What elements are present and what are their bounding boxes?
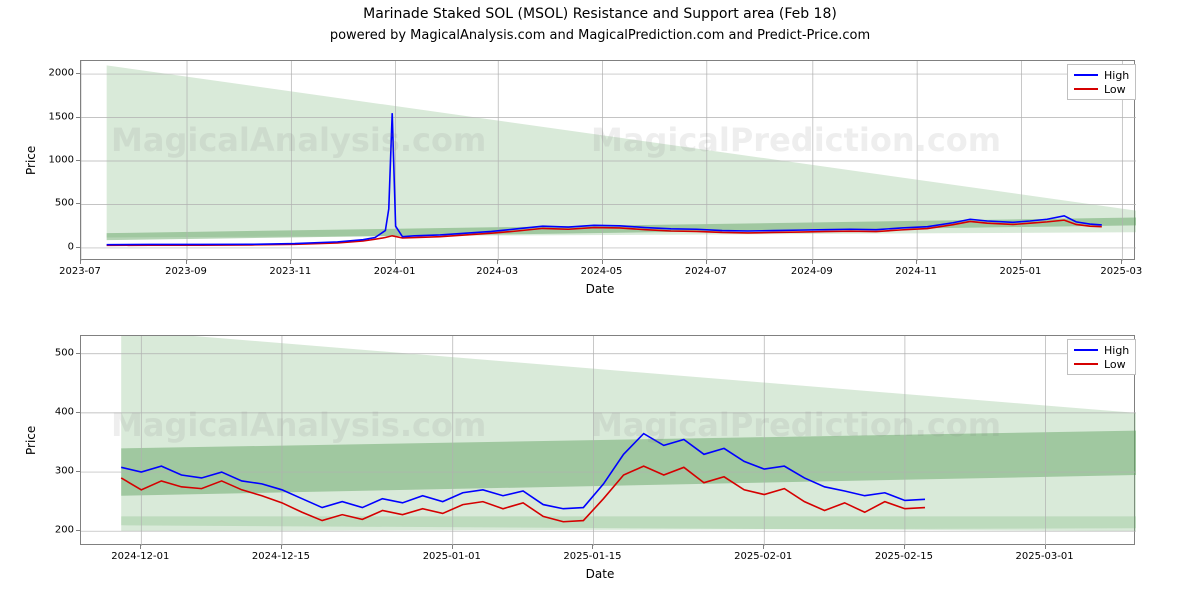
y-tick-label: 500 xyxy=(38,198,74,209)
y-tick-mark xyxy=(76,160,80,161)
y-tick-mark xyxy=(76,247,80,248)
x-tick-mark xyxy=(916,260,917,264)
x-tick-mark xyxy=(80,260,81,264)
y-tick-mark xyxy=(76,117,80,118)
legend-swatch xyxy=(1074,88,1098,90)
x-tick-label: 2024-09 xyxy=(791,266,833,277)
x-tick-mark xyxy=(281,545,282,549)
x-tick-label: 2023-07 xyxy=(59,266,101,277)
x-tick-label: 2023-09 xyxy=(165,266,207,277)
x-tick-mark xyxy=(290,260,291,264)
x-tick-label: 2025-03 xyxy=(1100,266,1142,277)
x-tick-label: 2023-11 xyxy=(269,266,311,277)
lower-chart-svg xyxy=(81,336,1136,546)
y-tick-mark xyxy=(76,73,80,74)
x-tick-mark xyxy=(186,260,187,264)
x-tick-mark xyxy=(452,545,453,549)
y-tick-mark xyxy=(76,203,80,204)
upper-chart-svg xyxy=(81,61,1136,261)
y-tick-label: 500 xyxy=(38,347,74,358)
upper-chart-ylabel: Price xyxy=(24,60,38,260)
lower-chart-ylabel: Price xyxy=(24,335,38,545)
x-tick-label: 2024-11 xyxy=(895,266,937,277)
legend-item: High xyxy=(1074,343,1129,357)
legend-label: High xyxy=(1104,69,1129,82)
support-resistance-band xyxy=(107,65,1136,237)
x-tick-label: 2025-01-01 xyxy=(423,551,481,562)
x-tick-mark xyxy=(763,545,764,549)
y-tick-mark xyxy=(76,471,80,472)
x-tick-mark xyxy=(395,260,396,264)
legend-item: Low xyxy=(1074,357,1129,371)
y-tick-mark xyxy=(76,412,80,413)
support-resistance-band xyxy=(121,330,1136,531)
lower-chart-plot-area: MagicalAnalysis.com MagicalPrediction.co… xyxy=(80,335,1135,545)
y-tick-label: 200 xyxy=(38,525,74,536)
x-tick-label: 2024-03 xyxy=(476,266,518,277)
y-tick-label: 1000 xyxy=(38,155,74,166)
lower-chart-legend: HighLow xyxy=(1067,339,1136,375)
x-tick-mark xyxy=(904,545,905,549)
legend-item: Low xyxy=(1074,82,1129,96)
x-tick-label: 2025-01-15 xyxy=(563,551,621,562)
x-tick-mark xyxy=(497,260,498,264)
legend-label: Low xyxy=(1104,358,1126,371)
legend-item: High xyxy=(1074,68,1129,82)
x-tick-mark xyxy=(812,260,813,264)
chart-title: Marinade Staked SOL (MSOL) Resistance an… xyxy=(0,6,1200,22)
y-tick-label: 0 xyxy=(38,241,74,252)
page-root: Marinade Staked SOL (MSOL) Resistance an… xyxy=(0,0,1200,600)
x-tick-label: 2024-12-15 xyxy=(252,551,310,562)
x-tick-label: 2025-03-01 xyxy=(1016,551,1074,562)
x-tick-label: 2025-02-15 xyxy=(875,551,933,562)
lower-chart-xlabel: Date xyxy=(0,567,1200,581)
x-tick-mark xyxy=(1020,260,1021,264)
x-tick-mark xyxy=(592,545,593,549)
legend-swatch xyxy=(1074,74,1098,76)
y-tick-label: 2000 xyxy=(38,68,74,79)
y-tick-mark xyxy=(76,353,80,354)
y-tick-label: 1500 xyxy=(38,111,74,122)
y-tick-mark xyxy=(76,530,80,531)
x-tick-label: 2024-07 xyxy=(685,266,727,277)
x-tick-mark xyxy=(1121,260,1122,264)
x-tick-label: 2024-05 xyxy=(581,266,623,277)
x-tick-mark xyxy=(1045,545,1046,549)
y-tick-label: 400 xyxy=(38,406,74,417)
legend-label: Low xyxy=(1104,83,1126,96)
legend-swatch xyxy=(1074,363,1098,365)
x-tick-mark xyxy=(602,260,603,264)
upper-chart-legend: HighLow xyxy=(1067,64,1136,100)
upper-chart-plot-area: MagicalAnalysis.com MagicalPrediction.co… xyxy=(80,60,1135,260)
legend-label: High xyxy=(1104,344,1129,357)
x-tick-mark xyxy=(140,545,141,549)
x-tick-label: 2025-02-01 xyxy=(734,551,792,562)
x-tick-mark xyxy=(706,260,707,264)
x-tick-label: 2025-01 xyxy=(1000,266,1042,277)
x-tick-label: 2024-12-01 xyxy=(111,551,169,562)
legend-swatch xyxy=(1074,349,1098,351)
y-tick-label: 300 xyxy=(38,466,74,477)
x-tick-label: 2024-01 xyxy=(374,266,416,277)
upper-chart-xlabel: Date xyxy=(0,282,1200,296)
chart-subtitle: powered by MagicalAnalysis.com and Magic… xyxy=(0,28,1200,43)
